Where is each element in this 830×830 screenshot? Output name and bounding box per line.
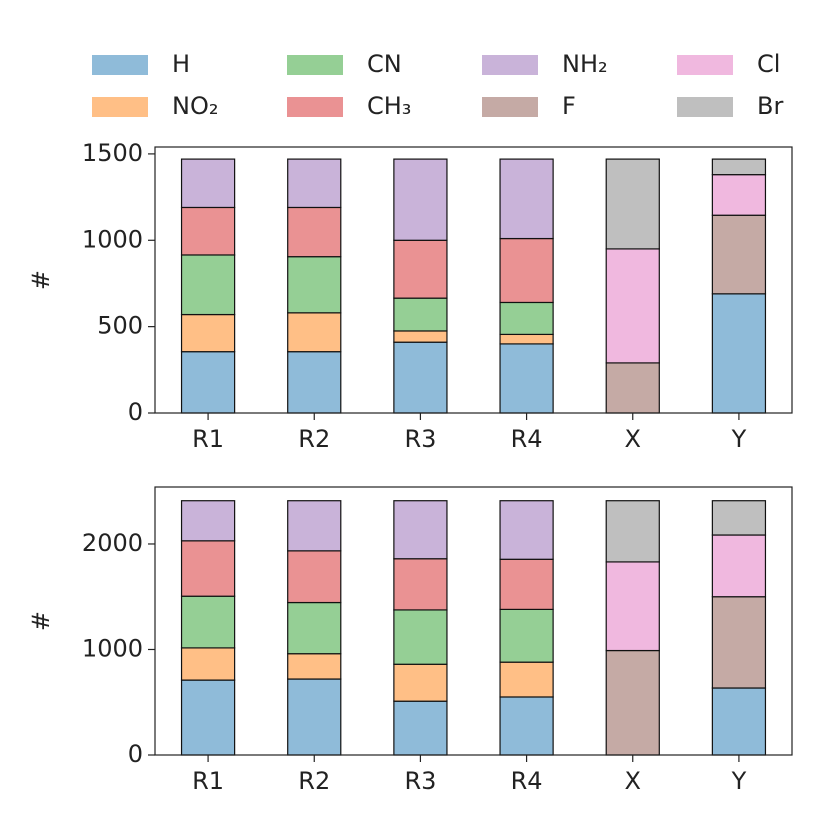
bar-segment (393, 330, 448, 343)
bar-segment (180, 647, 236, 681)
bar-segment (180, 540, 236, 597)
x-tick-label: R1 (192, 425, 224, 453)
legend-swatch (677, 97, 733, 117)
x-tick-label: X (625, 425, 641, 453)
legend-label: H (172, 50, 190, 78)
y-tick-label: 1000 (82, 634, 143, 662)
bar-segment (711, 500, 767, 536)
bar-segment (499, 343, 554, 414)
y-tick-label: 1500 (82, 139, 143, 167)
legend-label: NO₂ (172, 92, 218, 120)
bar-segment (287, 500, 342, 552)
bar-segment (393, 500, 448, 560)
legend-swatch (287, 97, 343, 117)
legend-swatch (482, 55, 538, 75)
y-tick-label: 0 (128, 398, 143, 426)
bar-segment (287, 653, 342, 680)
bar-segment (499, 608, 554, 663)
bar-segment (711, 174, 767, 216)
plot-frame (154, 146, 793, 414)
legend-swatch (482, 97, 538, 117)
legend-label: NH₂ (562, 50, 608, 78)
bar-segment (180, 351, 236, 414)
x-tick-label: R2 (298, 425, 330, 453)
y-axis-label: # (27, 270, 55, 290)
bar-segment (180, 313, 236, 353)
legend-label: Cl (757, 50, 780, 78)
y-tick-label: 0 (128, 740, 143, 768)
bar-segment (180, 500, 236, 542)
bar-segment (287, 312, 342, 353)
x-tick-label: R4 (511, 425, 543, 453)
x-tick-label: R1 (192, 767, 224, 795)
bar-segment (499, 661, 554, 698)
bar-segment (393, 558, 448, 611)
bar-segment (180, 206, 236, 256)
bar-segment (711, 158, 767, 176)
bar-segment (605, 158, 660, 250)
bar-segment (393, 663, 448, 702)
legend-swatch (287, 55, 343, 75)
bar-segment (287, 158, 342, 209)
y-tick-label: 2000 (82, 529, 143, 557)
bar-segment (605, 362, 660, 414)
bar-segment (180, 254, 236, 316)
legend-label: CH₃ (367, 92, 411, 120)
bar-segment (499, 301, 554, 336)
bar-segment (393, 297, 448, 332)
x-tick-label: R3 (404, 767, 436, 795)
bar-segment (287, 351, 342, 414)
bar-segment (180, 158, 236, 209)
x-tick-label: X (625, 767, 641, 795)
bar-segment (393, 341, 448, 414)
bar-segment (180, 595, 236, 649)
bar-segment (499, 333, 554, 345)
bar-segment (499, 558, 554, 610)
x-tick-label: R3 (404, 425, 436, 453)
bar-segment (393, 609, 448, 665)
bar-segment (393, 239, 448, 299)
bar-segment (393, 158, 448, 241)
legend-swatch (92, 55, 148, 75)
bar-segment (499, 500, 554, 560)
y-tick-label: 500 (97, 312, 143, 340)
bar-segment (287, 678, 342, 756)
legend-label: CN (367, 50, 402, 78)
x-tick-label: Y (731, 425, 747, 453)
bar-segment (287, 256, 342, 314)
bar-segment (711, 214, 767, 295)
bar-segment (499, 158, 554, 240)
y-tick-label: 1000 (82, 225, 143, 253)
bar-segment (605, 649, 660, 756)
bar-segment (711, 596, 767, 689)
bar-segment (287, 206, 342, 258)
legend-label: Br (757, 92, 783, 120)
bar-segment (605, 248, 660, 364)
bar-segment (711, 534, 767, 598)
legend-label: F (562, 92, 576, 120)
x-tick-label: Y (731, 767, 747, 795)
bar-segment (605, 500, 660, 563)
bar-segment (605, 561, 660, 652)
bar-segment (180, 679, 236, 756)
x-tick-label: R2 (298, 767, 330, 795)
plot-frame (154, 486, 793, 756)
bar-segment (393, 700, 448, 756)
bar-segment (499, 237, 554, 304)
bar-segment (711, 293, 767, 414)
y-axis-label: # (27, 611, 55, 631)
legend-swatch (92, 97, 148, 117)
bar-segment (287, 550, 342, 604)
bar-segment (499, 696, 554, 756)
bar-segment (711, 687, 767, 756)
x-tick-label: R4 (511, 767, 543, 795)
legend-swatch (677, 55, 733, 75)
bar-segment (287, 601, 342, 655)
